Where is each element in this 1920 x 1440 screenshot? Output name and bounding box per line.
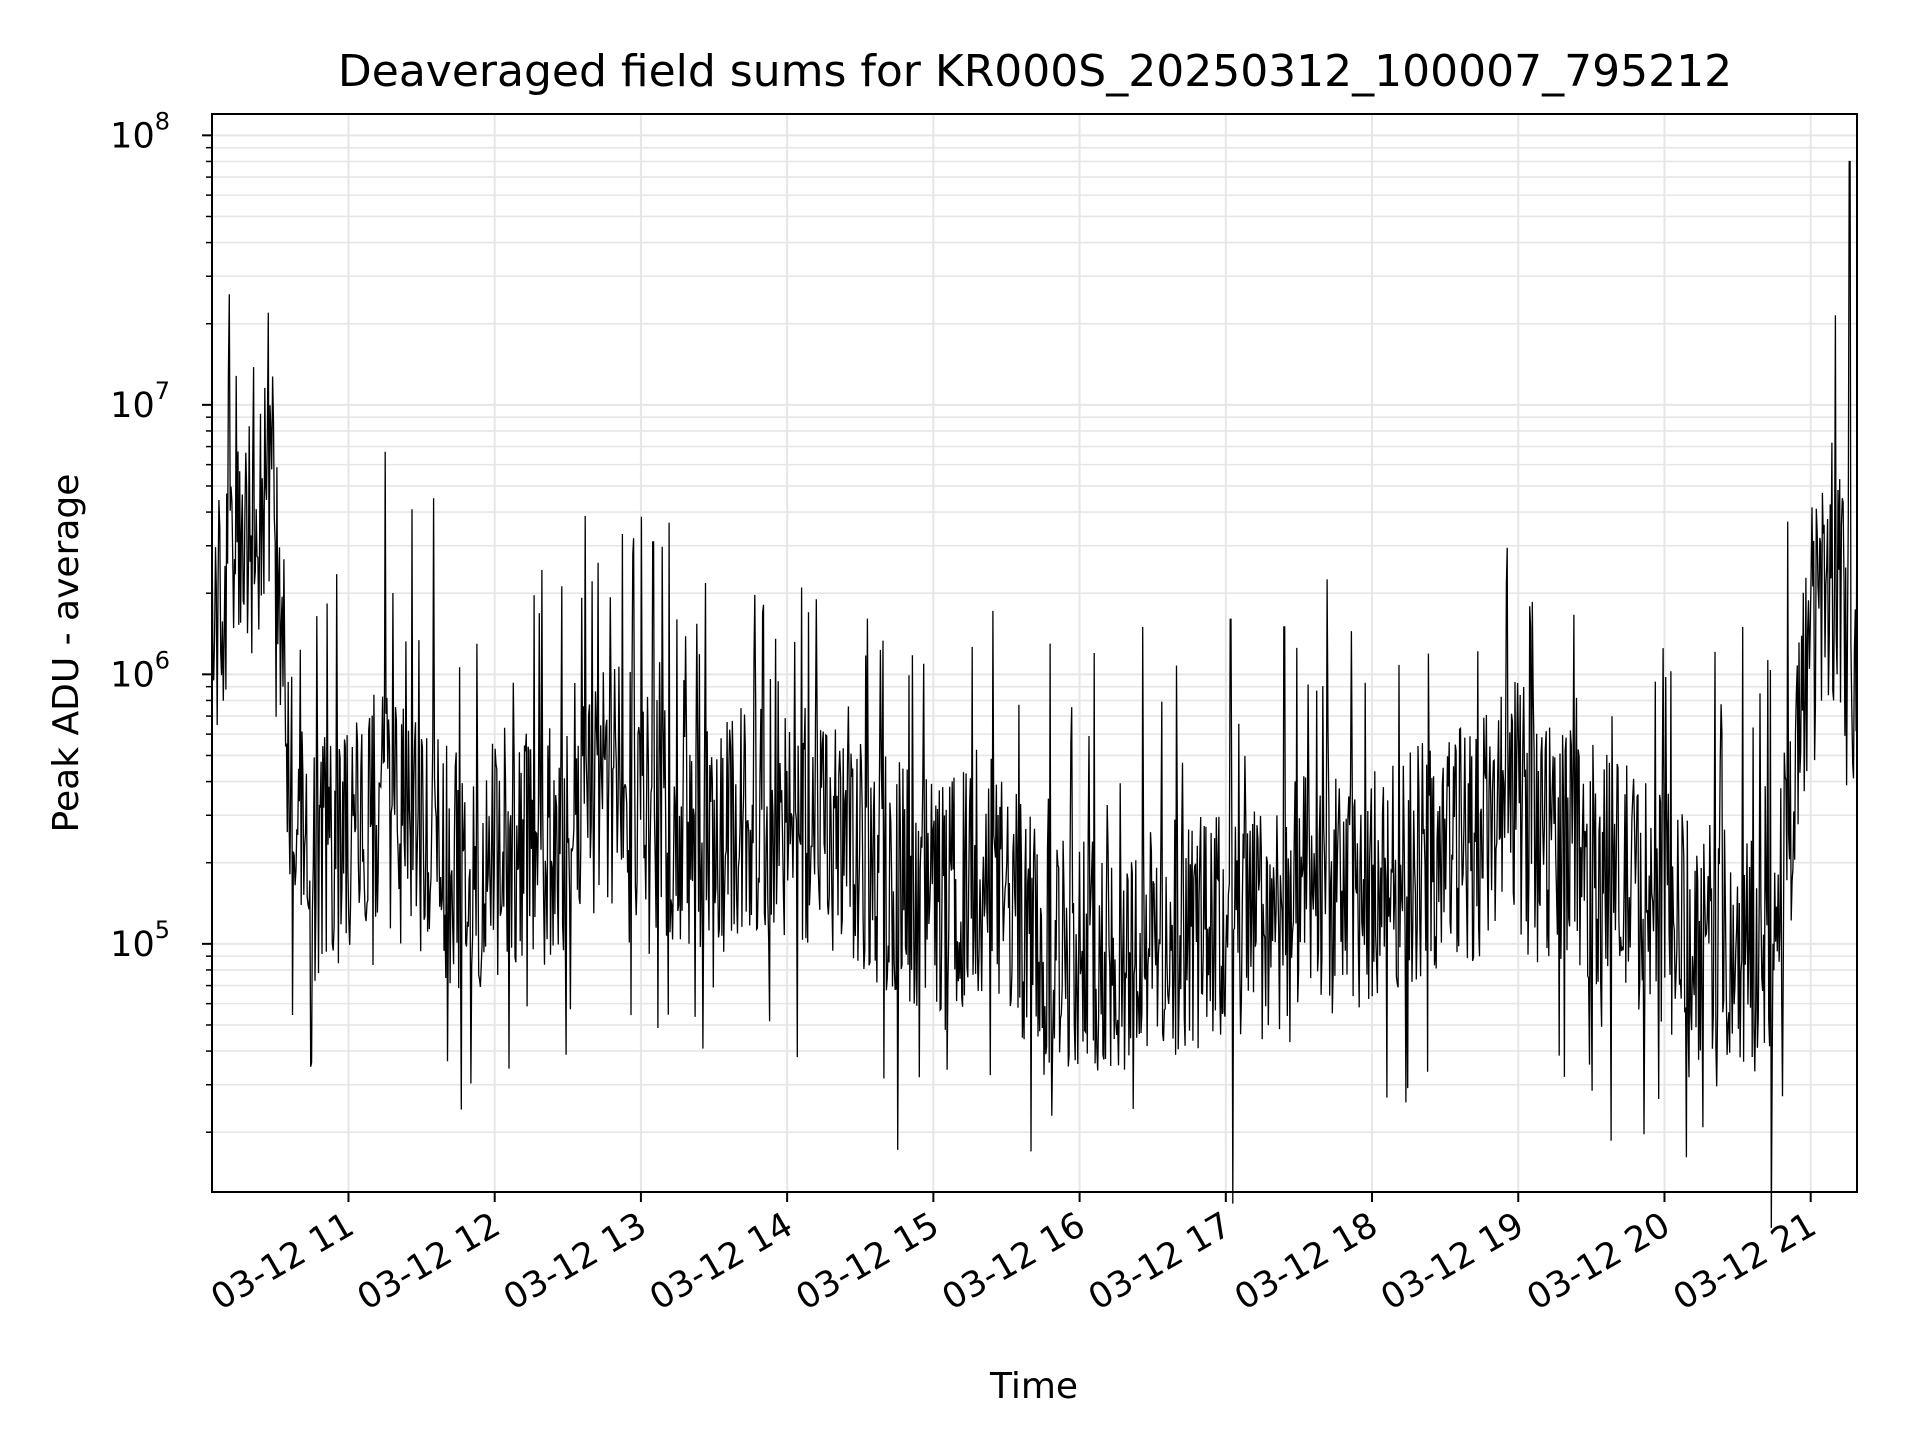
y-axis-label: Peak ADU - average [46, 474, 87, 833]
x-axis-label: Time [989, 1366, 1078, 1407]
chart-title: Deaveraged field sums for KR000S_2025031… [338, 46, 1732, 97]
series-layer [211, 160, 1858, 1228]
y-tick-label: 106 [110, 646, 170, 695]
y-tick-label: 108 [110, 107, 170, 156]
series-line [211, 160, 1858, 1228]
y-tick-label: 107 [110, 377, 170, 426]
y-axis: 105 106 107 108 [110, 107, 212, 1133]
y-tick-label: 105 [110, 916, 170, 965]
plot-frame [211, 113, 1858, 1193]
